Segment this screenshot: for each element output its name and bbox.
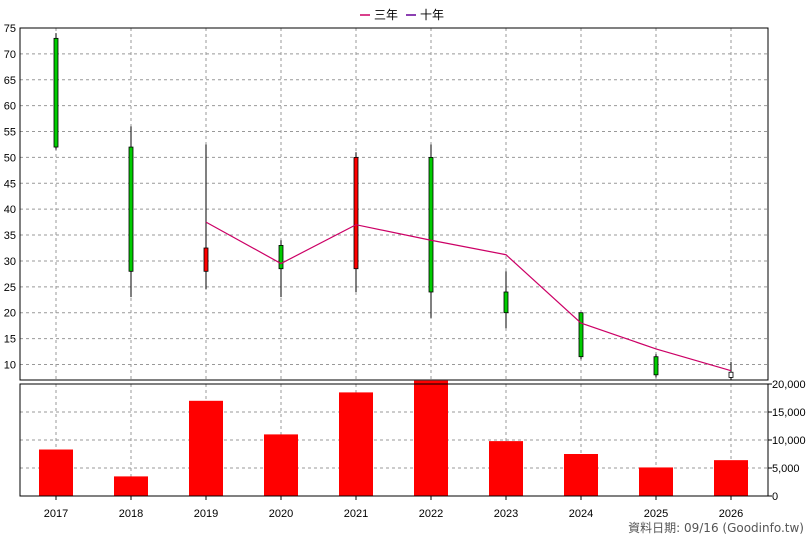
x-tick-label: 2023 — [494, 508, 518, 520]
price-tick-label: 20 — [4, 308, 16, 320]
candle-body — [653, 356, 659, 376]
price-tick-label: 30 — [4, 256, 16, 268]
candles — [53, 33, 734, 380]
x-axis: 2017 2018 2019 2020 2021 2022 2023 2024 2025 2026 — [44, 496, 743, 520]
candle-body — [203, 247, 209, 272]
price-tick-label: 10 — [4, 359, 16, 371]
x-tick-label: 2025 — [644, 508, 668, 520]
price-tick-label: 25 — [4, 282, 16, 294]
volume-bar-2018 — [114, 476, 148, 496]
price-tick-label: 75 — [4, 23, 16, 35]
price-tick-label: 40 — [4, 204, 16, 216]
volume-bar-2025 — [639, 467, 673, 496]
price-tick-label: 35 — [4, 230, 16, 242]
candle-2021 — [353, 152, 359, 292]
x-tick-label: 2024 — [569, 508, 593, 520]
candle-2025 — [653, 354, 659, 378]
volume-bar-2017 — [39, 449, 73, 496]
price-tick-label: 15 — [4, 334, 16, 346]
price-tick-label: 70 — [4, 49, 16, 61]
price-axis: 10 15 20 25 30 35 40 45 50 55 60 65 70 75 — [4, 23, 16, 371]
candle-body — [503, 291, 509, 314]
candle-2023 — [503, 271, 509, 329]
price-tick-label: 65 — [4, 75, 16, 87]
x-tick-label: 2018 — [119, 508, 143, 520]
candle-body — [353, 157, 359, 270]
candle-2020 — [278, 240, 284, 298]
x-tick-label: 2017 — [44, 508, 68, 520]
legend-label: 十年 — [420, 8, 444, 22]
candle-2024 — [578, 312, 584, 360]
x-tick-label: 2022 — [419, 508, 443, 520]
price-panel-frame — [19, 27, 769, 381]
volume-bar-2024 — [564, 454, 598, 496]
volume-tick-label: 10,000 — [772, 435, 806, 447]
candle-body — [128, 146, 134, 272]
x-tick-label: 2020 — [269, 508, 293, 520]
candle-2019 — [203, 144, 209, 290]
data-date-footer: 資料日期: 09/16 (Goodinfo.tw) — [628, 521, 804, 535]
volume-axis: 0 5,000 10,000 15,000 20,000 — [768, 379, 806, 503]
volume-bar-2020 — [264, 434, 298, 496]
candle-2017 — [53, 33, 59, 150]
price-tick-label: 45 — [4, 178, 16, 190]
volume-bar-2019 — [189, 400, 223, 496]
average-lines — [205, 221, 732, 372]
volume-tick-label: 15,000 — [772, 407, 806, 419]
candle-body — [53, 37, 59, 148]
price-tick-label: 55 — [4, 127, 16, 139]
price-grid — [20, 27, 768, 380]
volume-tick-label: 20,000 — [772, 379, 806, 391]
volume-bar-2023 — [489, 441, 523, 496]
candle-body — [728, 371, 734, 378]
candle-2022 — [428, 144, 434, 318]
x-tick-label: 2019 — [194, 508, 218, 520]
x-tick-label: 2026 — [719, 508, 743, 520]
volume-bars — [39, 380, 748, 496]
volume-panel-frame — [19, 383, 769, 497]
candle-2018 — [128, 126, 134, 298]
candle-body — [428, 157, 434, 293]
candle-body — [278, 245, 284, 270]
candle-body — [578, 312, 584, 358]
legend: 三年 十年 — [360, 8, 444, 22]
volume-bar-2021 — [339, 392, 373, 496]
candle-2026 — [728, 361, 734, 380]
volume-tick-label: 5,000 — [772, 463, 800, 475]
legend-label: 三年 — [374, 8, 398, 22]
price-tick-label: 50 — [4, 152, 16, 164]
plot-frames — [19, 27, 769, 497]
price-tick-label: 60 — [4, 101, 16, 113]
volume-bar-2022 — [414, 380, 448, 496]
volume-bar-2026 — [714, 460, 748, 496]
volume-tick-label: 0 — [772, 491, 778, 503]
x-tick-label: 2021 — [344, 508, 368, 520]
line-series-三年 — [205, 221, 732, 372]
